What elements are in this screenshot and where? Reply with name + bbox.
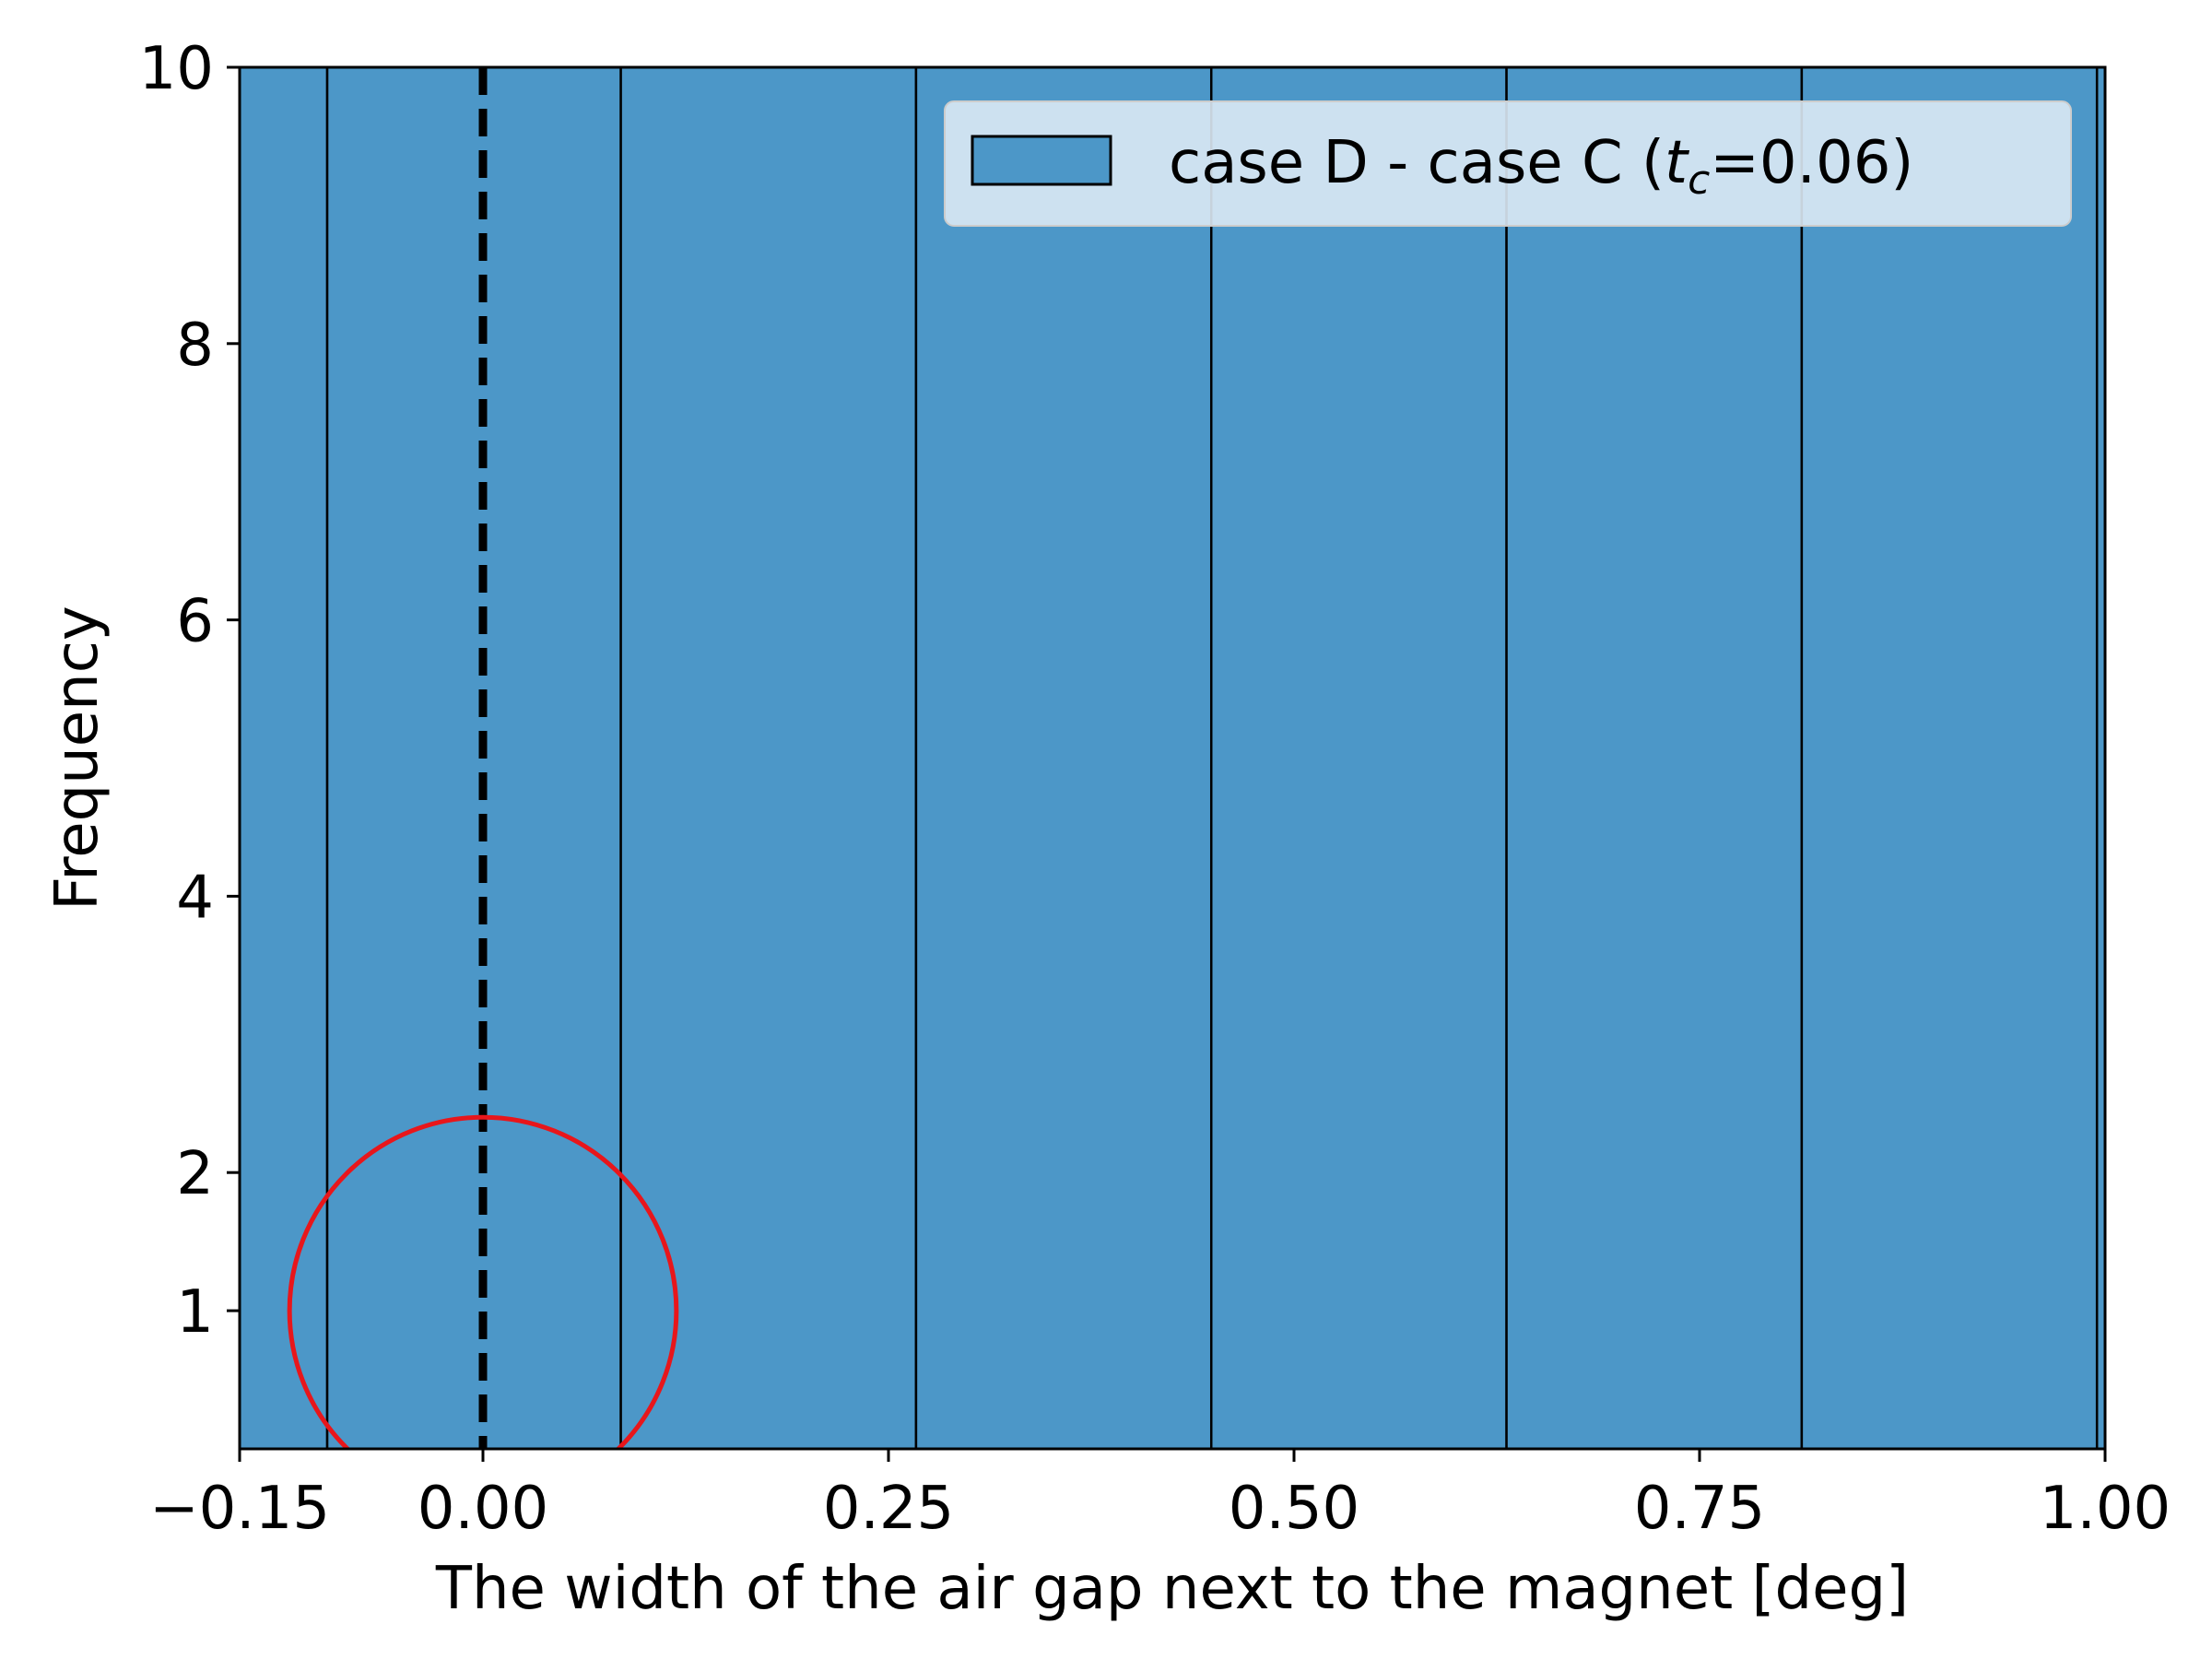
x-axis-label: The width of the air gap next to the mag… — [435, 1555, 1909, 1623]
y-tick-label: 8 — [176, 312, 214, 380]
legend-label-var: t — [1665, 129, 1690, 197]
plot-frame — [238, 65, 2107, 1451]
y-axis-label: Frequency — [43, 606, 112, 911]
x-tick-label: 0.25 — [823, 1475, 955, 1543]
histogram-bar — [914, 65, 1213, 1451]
legend: case D - case C (tc=0.06) — [944, 100, 2072, 227]
legend-label: case D - case C (tc=0.06) — [1169, 129, 1913, 204]
x-axis-ticks: −0.15 0.00 0.25 0.50 0.75 1.00 — [149, 1449, 2171, 1543]
histogram-bar — [1209, 65, 1508, 1451]
y-axis-ticks: 1 2 4 6 8 10 — [139, 35, 240, 1347]
histogram-bars — [238, 65, 2107, 1451]
x-tick-label: 0.50 — [1229, 1475, 1360, 1543]
legend-label-sub: c — [1688, 157, 1710, 204]
x-tick-label: −0.15 — [149, 1475, 330, 1543]
legend-label-prefix: case D - case C ( — [1169, 129, 1665, 197]
y-tick-label: 10 — [139, 35, 214, 103]
x-tick-label: 0.75 — [1634, 1475, 1766, 1543]
legend-label-suffix: =0.06) — [1710, 129, 1913, 197]
y-tick-label: 6 — [176, 588, 214, 656]
x-tick-label: 0.00 — [418, 1475, 549, 1543]
histogram-bar — [238, 65, 329, 1451]
highlight-circle — [287, 1114, 679, 1449]
histogram-bar — [1505, 65, 1804, 1451]
x-tick-label: 1.00 — [2040, 1475, 2171, 1543]
legend-swatch — [971, 135, 1112, 186]
y-tick-label: 1 — [176, 1278, 214, 1347]
y-tick-label: 2 — [176, 1140, 214, 1208]
highlight-circle-group — [287, 1114, 679, 1449]
histogram-bar — [325, 65, 622, 1451]
histogram-bar — [619, 65, 918, 1451]
legend-box — [944, 100, 2072, 227]
histogram-bar — [1800, 65, 2099, 1451]
y-tick-label: 4 — [176, 864, 214, 932]
